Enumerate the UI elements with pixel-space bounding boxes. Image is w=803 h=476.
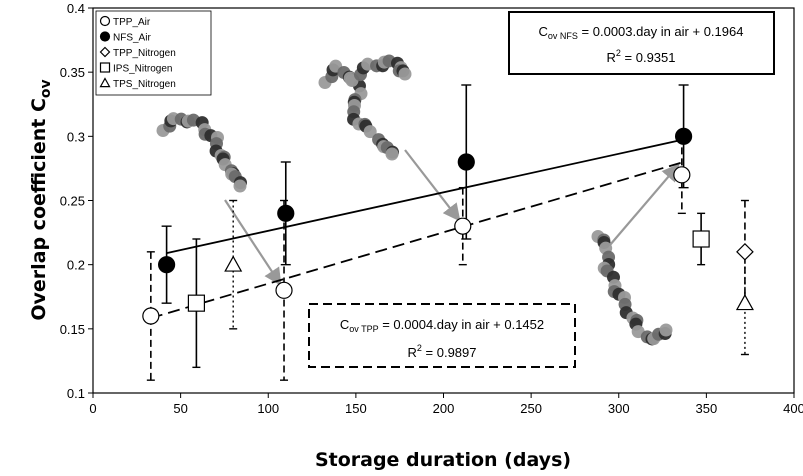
nfs-air-point: [674, 127, 693, 145]
tpp-air-point: [454, 217, 472, 235]
legend-label: TPP_Nitrogen: [113, 48, 176, 59]
x-axis-title: Storage duration (days): [315, 449, 571, 471]
nfs-air-point: [158, 256, 176, 274]
legend-marker-tpp-air: [99, 15, 111, 27]
x-axis-ticks: 0 50 100 150 200 250 300 350 400: [89, 393, 803, 416]
y-tick-label: 0.2: [67, 258, 85, 273]
legend-box: [95, 10, 212, 96]
pointer-arrow: [224, 199, 282, 287]
x-tick-label: 400: [783, 401, 803, 416]
data-points: [142, 127, 754, 325]
annotation-arrows: [224, 149, 680, 287]
legend-marker-tpp-nitrogen: [99, 46, 111, 58]
tps-nitrogen-point: [224, 255, 243, 272]
legend-label: TPP_Air: [113, 17, 151, 28]
x-tick-label: 300: [608, 401, 630, 416]
legend-marker-tps-nitrogen: [99, 77, 111, 88]
x-tick-label: 0: [89, 401, 96, 416]
tpp-equation-box: Cov TPP = 0.0004.day in air + 0.1452 R2 …: [308, 303, 576, 368]
ips-nitrogen-point: [187, 294, 205, 312]
tpp-equation: Cov TPP = 0.0004.day in air + 0.1452: [340, 317, 544, 334]
x-tick-label: 50: [173, 401, 187, 416]
y-tick-label: 0.3: [67, 129, 85, 144]
nfs-air-point: [277, 204, 295, 222]
y-tick-label: 0.25: [60, 194, 85, 209]
y-axis-title: Overlap coefficient Cov: [28, 79, 54, 320]
chain-bead: [659, 323, 673, 337]
y-tick-label: 0.4: [67, 1, 85, 16]
legend-marker-nfs-air: [99, 31, 111, 42]
fit-line-tpp_air: [150, 161, 683, 319]
ips-nitrogen-point: [692, 230, 710, 248]
tpp-air-point: [275, 281, 293, 299]
chain-image-2b: [345, 54, 412, 87]
chain-bead: [363, 125, 377, 139]
tpp-r-squared: R2 = 0.9897: [408, 343, 477, 360]
x-tick-label: 200: [433, 401, 455, 416]
tpp-nitrogen-point: [736, 242, 754, 261]
chain-image-3: [591, 230, 673, 346]
polymer-chain-images: [156, 54, 673, 346]
nfs-r-squared: R2 = 0.9351: [607, 48, 676, 65]
y-tick-label: 0.1: [67, 386, 85, 401]
x-tick-label: 100: [257, 401, 279, 416]
chain-image-1: [156, 112, 247, 193]
legend-marker-ips-nitrogen: [99, 62, 111, 73]
x-tick-label: 150: [345, 401, 367, 416]
chain-bead: [385, 147, 399, 161]
chain-bead: [233, 179, 247, 193]
legend: TPP_Air NFS_Air TPP_Nitrogen IPS_Nitrogen TP…: [95, 10, 212, 96]
x-tick-label: 250: [520, 401, 542, 416]
nfs-equation-frame: [508, 11, 775, 75]
legend-label: TPS_Nitrogen: [113, 79, 176, 90]
tpp-equation-frame: [308, 303, 576, 368]
pointer-arrow: [609, 163, 680, 246]
pointer-arrow: [404, 149, 461, 222]
regression-lines: [150, 138, 684, 319]
y-axis-ticks: 0.1 0.15 0.2 0.25 0.3 0.35 0.4: [60, 1, 93, 401]
y-tick-label: 0.15: [60, 322, 85, 337]
chain-image-2: [318, 59, 399, 161]
legend-label: NFS_Air: [113, 33, 151, 44]
tps-nitrogen-point: [735, 293, 754, 311]
nfs-air-point: [457, 153, 475, 171]
legend-label: IPS_Nitrogen: [113, 64, 172, 75]
y-axis-title-main: Overlap coefficient C: [28, 98, 50, 321]
fit-line-nfs_air: [166, 138, 684, 254]
y-tick-label: 0.35: [60, 65, 85, 80]
nfs-equation-box: Cov NFS = 0.0003.day in air + 0.1964 R2 …: [508, 11, 775, 75]
x-tick-label: 350: [696, 401, 718, 416]
tpp-air-point: [673, 166, 691, 184]
tpp-air-point: [142, 307, 160, 325]
y-axis-title-sub: ov: [38, 79, 54, 98]
chain-bead: [398, 67, 412, 81]
nfs-equation: Cov NFS = 0.0003.day in air + 0.1964: [539, 24, 744, 41]
